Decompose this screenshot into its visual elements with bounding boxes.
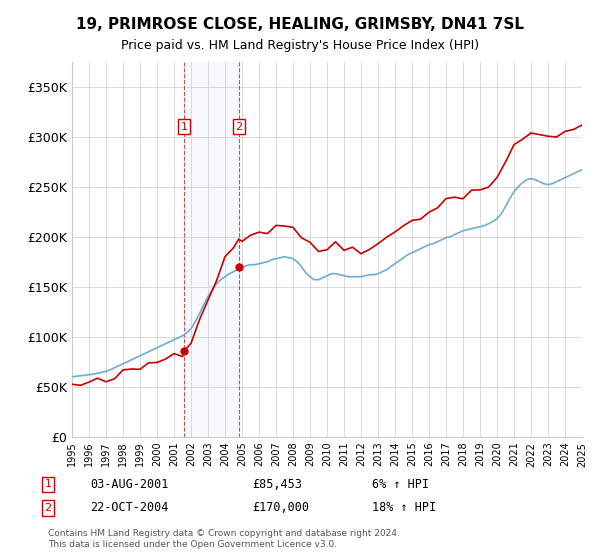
Text: 2: 2 [235,122,242,132]
Bar [184,62,239,437]
Text: 1: 1 [44,479,52,489]
Text: £85,453: £85,453 [252,478,302,491]
Text: 2: 2 [44,503,52,513]
Text: Price paid vs. HM Land Registry's House Price Index (HPI): Price paid vs. HM Land Registry's House … [121,39,479,52]
Text: 6% ↑ HPI: 6% ↑ HPI [372,478,429,491]
Text: 19, PRIMROSE CLOSE, HEALING, GRIMSBY, DN41 7SL: 19, PRIMROSE CLOSE, HEALING, GRIMSBY, DN… [76,17,524,32]
Text: 1: 1 [181,122,187,132]
Text: £170,000: £170,000 [252,501,309,515]
Text: 18% ↑ HPI: 18% ↑ HPI [372,501,436,515]
Text: 22-OCT-2004: 22-OCT-2004 [90,501,169,515]
Text: Contains HM Land Registry data © Crown copyright and database right 2024.
This d: Contains HM Land Registry data © Crown c… [48,529,400,549]
Text: 03-AUG-2001: 03-AUG-2001 [90,478,169,491]
